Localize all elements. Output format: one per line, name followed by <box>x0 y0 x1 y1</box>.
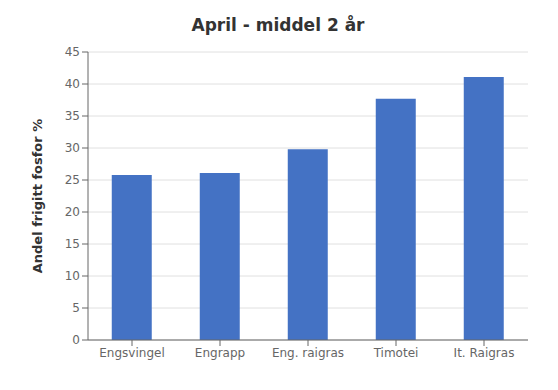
svg-text:Engrapp: Engrapp <box>195 346 245 360</box>
svg-text:40: 40 <box>65 77 80 91</box>
svg-text:25: 25 <box>65 173 80 187</box>
svg-text:5: 5 <box>72 301 80 315</box>
svg-text:30: 30 <box>65 141 80 155</box>
svg-text:10: 10 <box>65 269 80 283</box>
svg-text:15: 15 <box>65 237 80 251</box>
html-text:April - middel 2 år: April - middel 2 år <box>191 15 365 35</box>
svg-text:0: 0 <box>72 333 80 347</box>
svg-text:Andel frigitt fosfor %: Andel frigitt fosfor % <box>30 119 45 274</box>
svg-text:35: 35 <box>65 109 80 123</box>
svg-text:It. Raigras: It. Raigras <box>454 346 515 360</box>
svg-text:20: 20 <box>65 205 80 219</box>
svg-text:45: 45 <box>65 45 80 59</box>
svg-text:Timotei: Timotei <box>373 346 419 360</box>
svg-text:Engsvingel: Engsvingel <box>99 346 164 360</box>
svg-text:Eng. raigras: Eng. raigras <box>272 346 344 360</box>
